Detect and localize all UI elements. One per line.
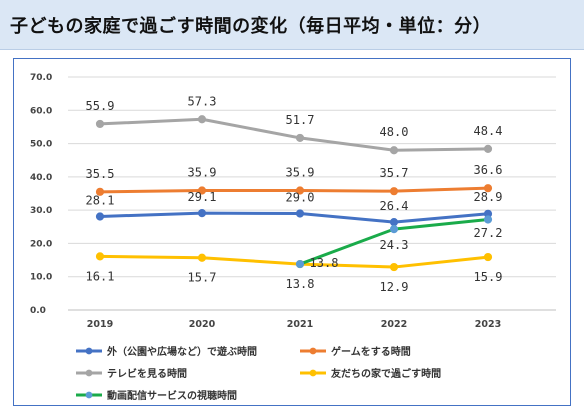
data-label: 15.7 <box>188 271 217 285</box>
data-point <box>197 209 207 218</box>
data-point <box>295 209 305 218</box>
data-point <box>483 144 493 153</box>
data-label: 35.9 <box>286 166 315 180</box>
x-tick-label: 2021 <box>287 319 313 330</box>
data-point <box>389 262 399 272</box>
data-point <box>483 215 493 224</box>
x-tick-label: 2023 <box>475 319 501 330</box>
data-point <box>389 218 399 227</box>
legend-swatch-marker <box>85 391 93 399</box>
data-point <box>483 184 493 193</box>
data-point <box>389 146 399 155</box>
data-point <box>197 115 207 124</box>
series-line <box>98 254 490 269</box>
data-label: 24.3 <box>380 238 409 252</box>
y-tick-label: 60.0 <box>30 106 52 116</box>
data-point <box>95 187 105 196</box>
data-label: 48.4 <box>474 124 503 138</box>
page-title: 子どもの家庭で過ごす時間の変化（毎日平均・単位：分） <box>10 16 492 37</box>
data-label: 16.1 <box>86 269 115 283</box>
data-point <box>483 252 493 262</box>
legend-label: テレビを見る時間 <box>107 367 187 380</box>
y-tick-label: 10.0 <box>30 273 52 283</box>
data-point <box>197 253 207 262</box>
legend-swatch-marker <box>309 369 317 377</box>
data-label: 29.1 <box>188 190 217 204</box>
data-point <box>95 119 105 129</box>
data-label: 28.9 <box>474 190 503 204</box>
data-label: 48.0 <box>380 125 409 139</box>
data-label: 55.9 <box>86 99 115 113</box>
data-label: 12.9 <box>380 280 409 294</box>
series-line <box>98 211 490 224</box>
chart-panel <box>13 58 571 406</box>
x-tick-label: 2022 <box>381 319 407 330</box>
legend-label: 動画配信サービスの視聴時間 <box>107 389 237 402</box>
legend-label: 友だちの家で過ごす時間 <box>331 367 441 380</box>
data-label: 26.4 <box>380 199 409 213</box>
y-tick-label: 40.0 <box>30 173 52 183</box>
data-label: 35.9 <box>188 166 217 180</box>
y-tick-label: 50.0 <box>30 140 52 150</box>
data-point <box>389 225 399 234</box>
legend-label: ゲームをする時間 <box>331 345 411 358</box>
data-point <box>295 186 305 195</box>
legend-swatch-marker <box>309 347 317 355</box>
data-label: 29.0 <box>286 190 315 204</box>
data-point <box>295 133 305 143</box>
data-label: 13.8 <box>286 277 315 291</box>
title-banner: 子どもの家庭で過ごす時間の変化（毎日平均・単位：分） <box>0 0 584 50</box>
data-label: 13.8 <box>310 256 339 270</box>
x-tick-label: 2019 <box>87 319 113 330</box>
legend-swatch-marker <box>85 347 93 355</box>
data-point <box>295 259 305 269</box>
data-label: 35.5 <box>86 167 115 181</box>
data-label: 51.7 <box>286 113 315 127</box>
data-label: 28.1 <box>86 193 115 207</box>
y-tick-label: 0.0 <box>30 306 46 316</box>
y-tick-label: 70.0 <box>30 73 52 83</box>
data-point <box>95 252 105 261</box>
y-tick-label: 20.0 <box>30 239 52 249</box>
data-label: 57.3 <box>188 94 217 108</box>
data-label: 27.2 <box>474 226 503 240</box>
data-point <box>389 187 399 196</box>
data-label: 36.6 <box>474 163 503 177</box>
y-tick-label: 30.0 <box>30 206 52 216</box>
data-label: 15.9 <box>474 270 503 284</box>
data-point <box>95 212 105 221</box>
legend-swatch-marker <box>85 369 93 377</box>
x-tick-label: 2020 <box>189 319 216 330</box>
data-point <box>197 186 207 195</box>
data-label: 35.7 <box>380 166 409 180</box>
legend-label: 外（公園や広場など）で遊ぶ時間 <box>106 345 257 358</box>
